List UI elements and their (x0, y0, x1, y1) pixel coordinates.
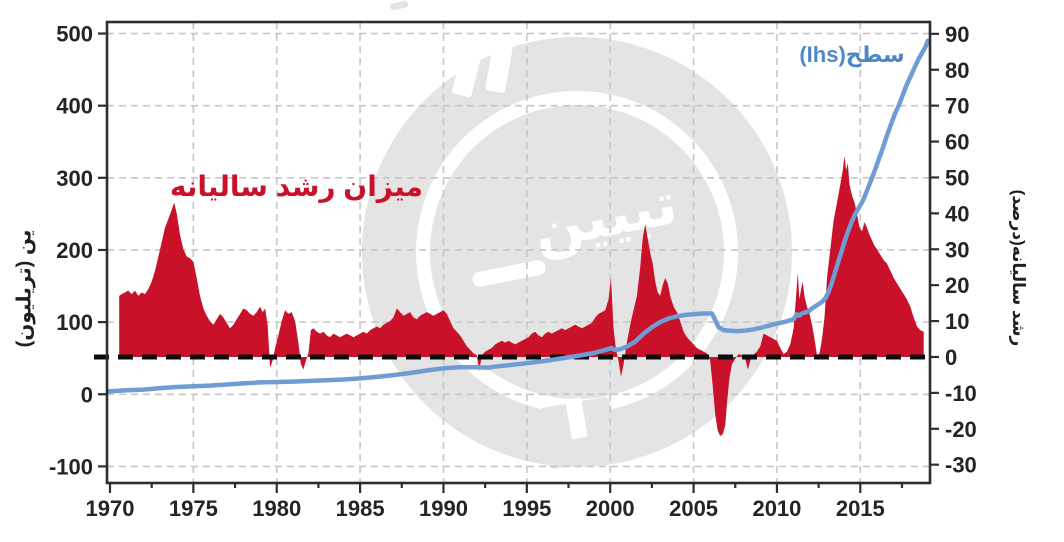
right-axis-tick-label: -10 (945, 381, 977, 406)
right-axis-title: رشد سالیانه(درصد) (1009, 189, 1028, 347)
plot-frame (105, 20, 932, 485)
x-axis-tick-label: 1995 (502, 496, 551, 521)
left-axis-tick-label: 500 (56, 22, 93, 47)
left-axis-tick-label: 300 (56, 166, 93, 191)
left-axis-tick-label: -100 (49, 454, 93, 479)
x-axis-tick-label: 1970 (86, 496, 135, 521)
right-axis-tick-label: 60 (945, 130, 969, 155)
left-axis-tick-label: 200 (56, 238, 93, 263)
left-axis-tick-label: 100 (56, 310, 93, 335)
right-axis-tick-label: 10 (945, 309, 969, 334)
x-axis-tick-label: 2015 (836, 496, 885, 521)
right-axis-tick-label: 50 (945, 165, 969, 190)
right-axis-tick-label: -30 (945, 453, 977, 478)
x-axis-tick-label: 1985 (336, 496, 385, 521)
right-axis-tick-label: 20 (945, 273, 969, 298)
x-axis-tick-label: 2005 (669, 496, 718, 521)
right-axis-tick-label: 70 (945, 94, 969, 119)
right-axis-tick-label: 80 (945, 58, 969, 83)
left-axis-tick-label: 400 (56, 94, 93, 119)
x-axis-tick-label: 1975 (169, 496, 218, 521)
level-line (106, 38, 931, 394)
growth-series-label: میزان رشد سالیانه (169, 171, 423, 202)
x-axis-tick-label: 1980 (252, 496, 301, 521)
left-axis-tick-label: 0 (81, 382, 93, 407)
annual-growth-area (119, 155, 924, 436)
right-axis-tick-label: 40 (945, 201, 969, 226)
x-axis-tick-label: 1990 (419, 496, 468, 521)
level-series-label: سطح(Ihs) (799, 42, 905, 67)
x-axis-tick-label: 2010 (752, 496, 801, 521)
right-axis-tick-label: -20 (945, 417, 977, 442)
right-axis-tick-label: 0 (945, 345, 957, 370)
right-axis-tick-label: 30 (945, 237, 969, 262)
x-axis-tick-label: 2000 (586, 496, 635, 521)
left-axis-title: ین (تریلیون) (13, 229, 36, 348)
right-axis-tick-label: 90 (945, 22, 969, 47)
